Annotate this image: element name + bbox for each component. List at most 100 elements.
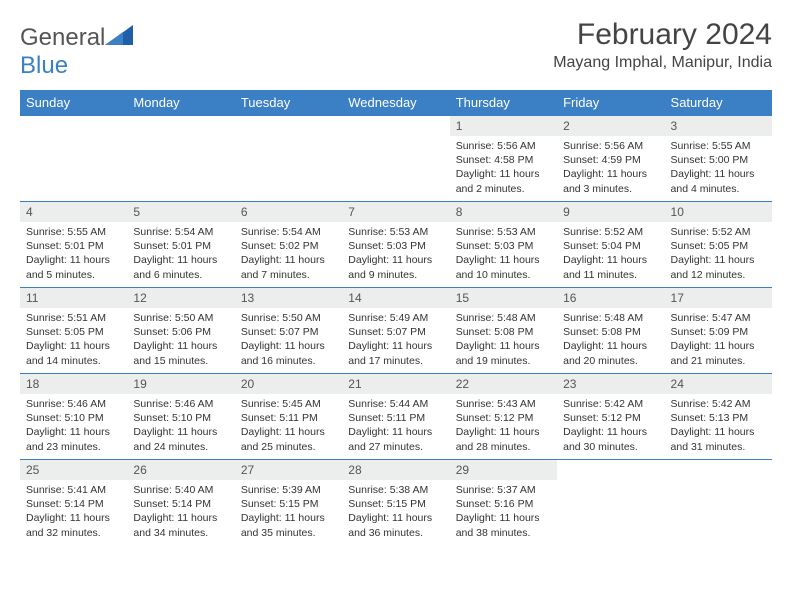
day-cell bbox=[557, 460, 664, 546]
sunset-text: Sunset: 5:05 PM bbox=[671, 239, 766, 253]
day-content: Sunrise: 5:52 AMSunset: 5:04 PMDaylight:… bbox=[557, 222, 664, 286]
day-number: 6 bbox=[235, 202, 342, 222]
day-cell: 23Sunrise: 5:42 AMSunset: 5:12 PMDayligh… bbox=[557, 374, 664, 460]
day-content: Sunrise: 5:53 AMSunset: 5:03 PMDaylight:… bbox=[450, 222, 557, 286]
daylight-text: Daylight: 11 hours and 35 minutes. bbox=[241, 511, 336, 539]
daylight-text: Daylight: 11 hours and 14 minutes. bbox=[26, 339, 121, 367]
day-cell bbox=[342, 116, 449, 202]
sunrise-text: Sunrise: 5:38 AM bbox=[348, 483, 443, 497]
day-content: Sunrise: 5:45 AMSunset: 5:11 PMDaylight:… bbox=[235, 394, 342, 458]
week-row: 25Sunrise: 5:41 AMSunset: 5:14 PMDayligh… bbox=[20, 460, 772, 546]
sunrise-text: Sunrise: 5:45 AM bbox=[241, 397, 336, 411]
daylight-text: Daylight: 11 hours and 21 minutes. bbox=[671, 339, 766, 367]
day-cell: 20Sunrise: 5:45 AMSunset: 5:11 PMDayligh… bbox=[235, 374, 342, 460]
sunset-text: Sunset: 5:16 PM bbox=[456, 497, 551, 511]
day-content: Sunrise: 5:54 AMSunset: 5:01 PMDaylight:… bbox=[127, 222, 234, 286]
day-number bbox=[557, 460, 664, 480]
sunset-text: Sunset: 5:11 PM bbox=[348, 411, 443, 425]
daylight-text: Daylight: 11 hours and 31 minutes. bbox=[671, 425, 766, 453]
day-cell: 25Sunrise: 5:41 AMSunset: 5:14 PMDayligh… bbox=[20, 460, 127, 546]
sunset-text: Sunset: 5:05 PM bbox=[26, 325, 121, 339]
day-cell: 24Sunrise: 5:42 AMSunset: 5:13 PMDayligh… bbox=[665, 374, 772, 460]
day-content: Sunrise: 5:43 AMSunset: 5:12 PMDaylight:… bbox=[450, 394, 557, 458]
sunset-text: Sunset: 5:10 PM bbox=[26, 411, 121, 425]
day-cell: 3Sunrise: 5:55 AMSunset: 5:00 PMDaylight… bbox=[665, 116, 772, 202]
day-cell: 11 Sunrise: 5:51 AMSunset: 5:05 PMDayligh… bbox=[20, 288, 127, 374]
day-header: Friday bbox=[557, 90, 664, 116]
sunrise-text: Sunrise: 5:46 AM bbox=[133, 397, 228, 411]
day-cell bbox=[127, 116, 234, 202]
day-cell: 8Sunrise: 5:53 AMSunset: 5:03 PMDaylight… bbox=[450, 202, 557, 288]
day-number: 19 bbox=[127, 374, 234, 394]
sunrise-text: Sunrise: 5:42 AM bbox=[671, 397, 766, 411]
day-number: 17 bbox=[665, 288, 772, 308]
sunrise-text: Sunrise: 5:43 AM bbox=[456, 397, 551, 411]
sunrise-text: Sunrise: 5:53 AM bbox=[348, 225, 443, 239]
sunset-text: Sunset: 4:59 PM bbox=[563, 153, 658, 167]
sunset-text: Sunset: 5:08 PM bbox=[563, 325, 658, 339]
day-number: 3 bbox=[665, 116, 772, 136]
day-number: 12 bbox=[127, 288, 234, 308]
sunrise-text: Sunrise: 5:53 AM bbox=[456, 225, 551, 239]
day-cell: 10Sunrise: 5:52 AMSunset: 5:05 PMDayligh… bbox=[665, 202, 772, 288]
sunset-text: Sunset: 5:14 PM bbox=[26, 497, 121, 511]
day-number bbox=[665, 460, 772, 480]
day-cell bbox=[20, 116, 127, 202]
day-content bbox=[20, 136, 127, 143]
day-cell: 6Sunrise: 5:54 AMSunset: 5:02 PMDaylight… bbox=[235, 202, 342, 288]
daylight-text: Daylight: 11 hours and 36 minutes. bbox=[348, 511, 443, 539]
sunrise-text: Sunrise: 5:55 AM bbox=[671, 139, 766, 153]
sunrise-text: Sunrise: 5:54 AM bbox=[133, 225, 228, 239]
sunrise-text: Sunrise: 5:51 AM bbox=[26, 311, 121, 325]
daylight-text: Daylight: 11 hours and 9 minutes. bbox=[348, 253, 443, 281]
daylight-text: Daylight: 11 hours and 17 minutes. bbox=[348, 339, 443, 367]
sunset-text: Sunset: 5:08 PM bbox=[456, 325, 551, 339]
sunset-text: Sunset: 5:00 PM bbox=[671, 153, 766, 167]
day-cell: 22Sunrise: 5:43 AMSunset: 5:12 PMDayligh… bbox=[450, 374, 557, 460]
sunrise-text: Sunrise: 5:52 AM bbox=[671, 225, 766, 239]
sunrise-text: Sunrise: 5:37 AM bbox=[456, 483, 551, 497]
daylight-text: Daylight: 11 hours and 15 minutes. bbox=[133, 339, 228, 367]
day-cell: 13Sunrise: 5:50 AMSunset: 5:07 PMDayligh… bbox=[235, 288, 342, 374]
sunrise-text: Sunrise: 5:54 AM bbox=[241, 225, 336, 239]
day-number: 24 bbox=[665, 374, 772, 394]
sunrise-text: Sunrise: 5:55 AM bbox=[26, 225, 121, 239]
sunset-text: Sunset: 5:01 PM bbox=[26, 239, 121, 253]
day-header: Tuesday bbox=[235, 90, 342, 116]
day-cell: 2Sunrise: 5:56 AMSunset: 4:59 PMDaylight… bbox=[557, 116, 664, 202]
daylight-text: Daylight: 11 hours and 16 minutes. bbox=[241, 339, 336, 367]
sunset-text: Sunset: 5:06 PM bbox=[133, 325, 228, 339]
day-number: 28 bbox=[342, 460, 449, 480]
daylight-text: Daylight: 11 hours and 27 minutes. bbox=[348, 425, 443, 453]
sunrise-text: Sunrise: 5:50 AM bbox=[133, 311, 228, 325]
week-row: 11Sunrise: 5:51 AMSunset: 5:05 PMDayligh… bbox=[20, 288, 772, 374]
day-number: 21 bbox=[342, 374, 449, 394]
day-content: Sunrise: 5:56 AMSunset: 4:58 PMDaylight:… bbox=[450, 136, 557, 200]
daylight-text: Daylight: 11 hours and 23 minutes. bbox=[26, 425, 121, 453]
sunrise-text: Sunrise: 5:41 AM bbox=[26, 483, 121, 497]
day-content bbox=[127, 136, 234, 143]
daylight-text: Daylight: 11 hours and 28 minutes. bbox=[456, 425, 551, 453]
day-header: Saturday bbox=[665, 90, 772, 116]
sunrise-text: Sunrise: 5:47 AM bbox=[671, 311, 766, 325]
daylight-text: Daylight: 11 hours and 20 minutes. bbox=[563, 339, 658, 367]
day-cell: 14Sunrise: 5:49 AMSunset: 5:07 PMDayligh… bbox=[342, 288, 449, 374]
day-cell: 26Sunrise: 5:40 AMSunset: 5:14 PMDayligh… bbox=[127, 460, 234, 546]
day-number: 11 bbox=[20, 288, 127, 308]
day-cell bbox=[665, 460, 772, 546]
day-number: 7 bbox=[342, 202, 449, 222]
daylight-text: Daylight: 11 hours and 32 minutes. bbox=[26, 511, 121, 539]
sunrise-text: Sunrise: 5:49 AM bbox=[348, 311, 443, 325]
daylight-text: Daylight: 11 hours and 10 minutes. bbox=[456, 253, 551, 281]
day-cell bbox=[235, 116, 342, 202]
day-number: 23 bbox=[557, 374, 664, 394]
sunrise-text: Sunrise: 5:56 AM bbox=[456, 139, 551, 153]
logo-triangle-icon bbox=[105, 25, 133, 45]
day-cell: 28Sunrise: 5:38 AMSunset: 5:15 PMDayligh… bbox=[342, 460, 449, 546]
day-content: Sunrise: 5:50 AMSunset: 5:07 PMDaylight:… bbox=[235, 308, 342, 372]
day-cell: 1Sunrise: 5:56 AMSunset: 4:58 PMDaylight… bbox=[450, 116, 557, 202]
sunset-text: Sunset: 5:04 PM bbox=[563, 239, 658, 253]
daylight-text: Daylight: 11 hours and 25 minutes. bbox=[241, 425, 336, 453]
day-number: 13 bbox=[235, 288, 342, 308]
sunrise-text: Sunrise: 5:56 AM bbox=[563, 139, 658, 153]
